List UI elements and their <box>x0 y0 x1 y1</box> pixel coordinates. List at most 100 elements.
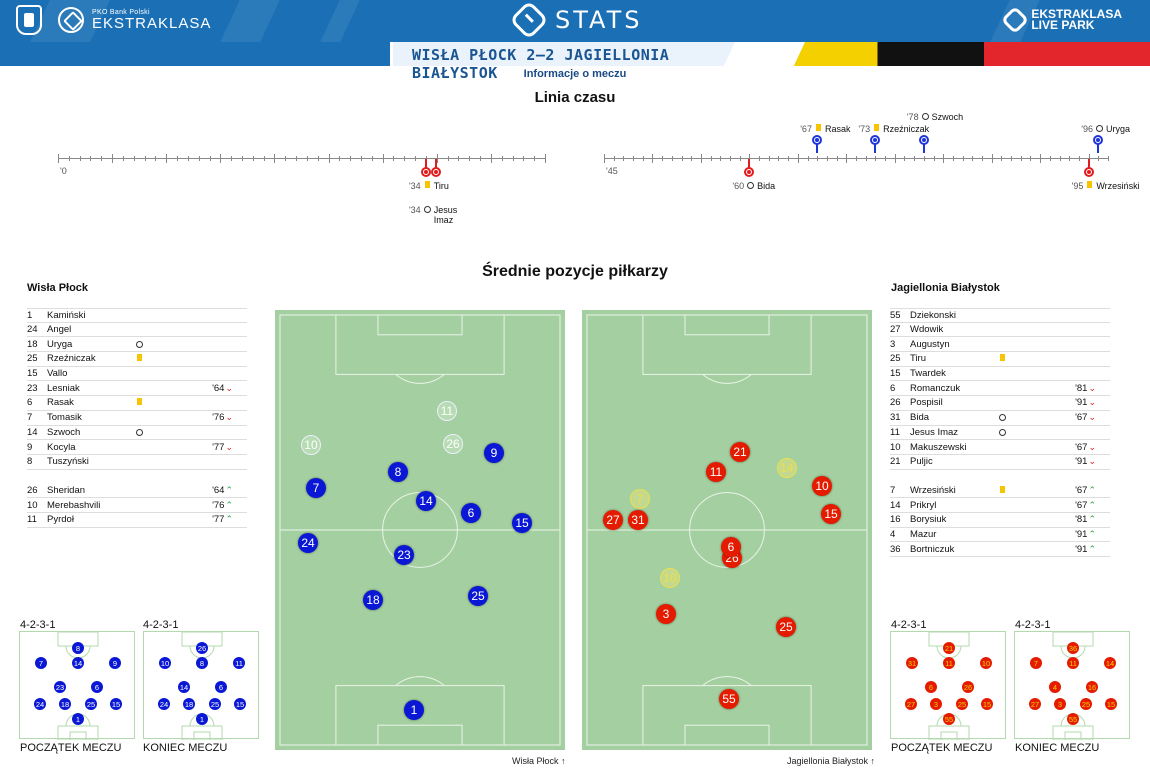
squad-row[interactable]: 14 Szwoch <box>27 426 247 441</box>
player-position-marker[interactable]: 1 <box>404 700 424 720</box>
away-event-marker[interactable] <box>420 159 431 179</box>
formation-player-marker[interactable]: 4 <box>1049 681 1061 693</box>
formation-player-marker[interactable]: 3 <box>1054 698 1066 710</box>
player-position-marker[interactable]: 16 <box>660 568 680 588</box>
formation-player-marker[interactable]: 9 <box>109 657 121 669</box>
formation-player-marker[interactable]: 8 <box>196 657 208 669</box>
squad-row[interactable]: 1 Kamiński <box>27 308 247 323</box>
squad-row[interactable]: 15 Twardek <box>890 367 1110 382</box>
squad-row[interactable]: 36 Bortniczuk '91⌃ <box>890 542 1110 557</box>
formation-player-marker[interactable]: 25 <box>85 698 97 710</box>
squad-row[interactable]: 8 Tuszyński <box>27 455 247 470</box>
formation-player-marker[interactable]: 6 <box>925 681 937 693</box>
formation-player-marker[interactable]: 15 <box>1105 698 1117 710</box>
home-event-marker[interactable] <box>812 135 823 153</box>
squad-row[interactable]: 27 Wdowik <box>890 323 1110 338</box>
player-position-marker[interactable]: 23 <box>394 545 414 565</box>
player-position-marker[interactable]: 25 <box>468 586 488 606</box>
player-position-marker[interactable]: 3 <box>656 604 676 624</box>
player-position-marker[interactable]: 10 <box>812 476 832 496</box>
squad-row[interactable]: 26 Pospisil '91⌄ <box>890 396 1110 411</box>
formation-player-marker[interactable]: 27 <box>905 698 917 710</box>
formation-player-marker[interactable]: 11 <box>943 657 955 669</box>
squad-row[interactable]: 3 Augustyn <box>890 337 1110 353</box>
away-event-marker[interactable] <box>744 159 755 179</box>
formation-player-marker[interactable]: 55 <box>943 713 955 725</box>
player-position-marker[interactable]: 14 <box>416 491 436 511</box>
squad-row[interactable]: 10 Makuszewski '67⌄ <box>890 440 1110 455</box>
squad-row[interactable]: 24 Angel <box>27 323 247 338</box>
player-position-marker[interactable]: 7 <box>630 489 650 509</box>
player-position-marker[interactable]: 18 <box>363 590 383 610</box>
squad-row[interactable]: 25 Tiru <box>890 352 1110 367</box>
formation-player-marker[interactable]: 16 <box>1086 681 1098 693</box>
formation-player-marker[interactable]: 21 <box>943 642 955 654</box>
squad-row[interactable]: 6 Romanczuk '81⌄ <box>890 381 1110 397</box>
player-position-marker[interactable]: 24 <box>298 533 318 553</box>
formation-player-marker[interactable]: 31 <box>906 657 918 669</box>
formation-player-marker[interactable]: 6 <box>215 681 227 693</box>
player-position-marker[interactable]: 15 <box>512 513 532 533</box>
formation-player-marker[interactable]: 14 <box>72 657 84 669</box>
formation-player-marker[interactable]: 25 <box>1080 698 1092 710</box>
player-position-marker[interactable]: 9 <box>484 443 504 463</box>
player-position-marker[interactable]: 26 <box>443 434 463 454</box>
squad-row[interactable]: 4 Mazur '91⌃ <box>890 528 1110 543</box>
formation-player-marker[interactable]: 23 <box>54 681 66 693</box>
formation-player-marker[interactable]: 25 <box>956 698 968 710</box>
player-position-marker[interactable]: 11 <box>437 401 457 421</box>
away-event-marker[interactable] <box>1083 159 1094 179</box>
home-event-marker[interactable] <box>870 135 881 153</box>
formation-player-marker[interactable]: 10 <box>980 657 992 669</box>
player-position-marker[interactable]: 6 <box>721 537 741 557</box>
formation-player-marker[interactable]: 26 <box>196 642 208 654</box>
squad-row[interactable]: 15 Vallo <box>27 367 247 382</box>
formation-player-marker[interactable]: 11 <box>233 657 245 669</box>
formation-player-marker[interactable]: 27 <box>1029 698 1041 710</box>
player-position-marker[interactable]: 10 <box>301 435 321 455</box>
home-event-marker[interactable] <box>1093 135 1104 153</box>
squad-row[interactable]: 11 Pyrdoł '77⌃ <box>27 513 247 528</box>
formation-player-marker[interactable]: 10 <box>159 657 171 669</box>
squad-row[interactable]: 55 Dziekonski <box>890 308 1110 323</box>
squad-row[interactable]: 21 Puljic '91⌄ <box>890 455 1110 470</box>
formation-player-marker[interactable]: 55 <box>1067 713 1079 725</box>
squad-row[interactable]: 31 Bida '67⌄ <box>890 411 1110 426</box>
squad-row[interactable]: 10 Merebashvili '76⌃ <box>27 498 247 513</box>
player-position-marker[interactable]: 21 <box>730 442 750 462</box>
formation-player-marker[interactable]: 24 <box>34 698 46 710</box>
formation-player-marker[interactable]: 15 <box>234 698 246 710</box>
player-position-marker[interactable]: 25 <box>776 617 796 637</box>
formation-player-marker[interactable]: 36 <box>1067 642 1079 654</box>
squad-row[interactable]: 14 Prikryl '67⌃ <box>890 498 1110 513</box>
player-position-marker[interactable]: 8 <box>388 462 408 482</box>
formation-player-marker[interactable]: 1 <box>196 713 208 725</box>
formation-player-marker[interactable]: 3 <box>930 698 942 710</box>
formation-player-marker[interactable]: 11 <box>1067 657 1079 669</box>
formation-player-marker[interactable]: 15 <box>981 698 993 710</box>
squad-row[interactable]: 6 Rasak <box>27 396 247 411</box>
formation-player-marker[interactable]: 7 <box>1030 657 1042 669</box>
formation-player-marker[interactable]: 24 <box>158 698 170 710</box>
formation-player-marker[interactable]: 25 <box>209 698 221 710</box>
formation-player-marker[interactable]: 7 <box>35 657 47 669</box>
player-position-marker[interactable]: 31 <box>628 510 648 530</box>
league-logo[interactable]: PKO Bank Polski EKSTRAKLASA <box>16 5 211 35</box>
squad-row[interactable]: 11 Jesus Imaz <box>890 426 1110 441</box>
squad-row[interactable]: 23 Lesniak '64⌄ <box>27 381 247 397</box>
formation-player-marker[interactable]: 6 <box>91 681 103 693</box>
player-position-marker[interactable]: 14 <box>777 458 797 478</box>
stats-logo[interactable]: STATS <box>509 0 642 40</box>
squad-row[interactable]: 18 Uryga <box>27 337 247 353</box>
formation-player-marker[interactable]: 1 <box>72 713 84 725</box>
away-event-marker[interactable] <box>430 159 441 179</box>
player-position-marker[interactable]: 55 <box>719 689 739 709</box>
match-info-link[interactable]: Informacje o meczu <box>523 68 627 80</box>
formation-player-marker[interactable]: 18 <box>59 698 71 710</box>
player-position-marker[interactable]: 7 <box>306 478 326 498</box>
squad-row[interactable]: 26 Sheridan '64⌃ <box>27 484 247 499</box>
player-position-marker[interactable]: 27 <box>603 510 623 530</box>
player-position-marker[interactable]: 6 <box>461 503 481 523</box>
formation-player-marker[interactable]: 26 <box>962 681 974 693</box>
squad-row[interactable]: 7 Tomasik '76⌄ <box>27 411 247 426</box>
